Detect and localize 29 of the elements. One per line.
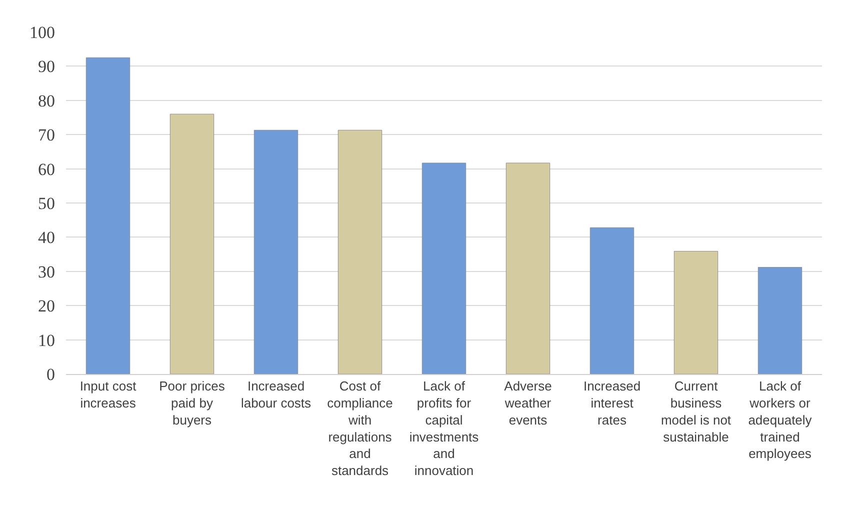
x-tick-label: Increased interest rates xyxy=(583,378,641,428)
x-tick-label: Lack of profits for capital investments and innovation xyxy=(409,378,480,478)
y-tick-label: 20 xyxy=(38,296,55,316)
y-tick-label: 50 xyxy=(38,194,55,213)
bar xyxy=(506,162,550,374)
y-tick-label: 30 xyxy=(38,262,55,282)
x-tick-label: Adverse weather events xyxy=(504,378,552,428)
x-tick-label: Current business model is not sustainable xyxy=(660,378,732,444)
bar xyxy=(254,130,298,374)
x-tick-label: Lack of workers or adequately trained employees xyxy=(748,378,812,462)
y-tick-label: 0 xyxy=(46,364,55,384)
bar xyxy=(86,57,130,374)
y-tick-label: 40 xyxy=(38,228,55,248)
bar xyxy=(338,130,382,374)
y-tick-label: 70 xyxy=(38,126,55,145)
x-tick-label: Poor prices paid by buyers xyxy=(159,378,226,428)
bar xyxy=(422,162,466,374)
x-tick-label: Increased labour costs xyxy=(240,378,312,410)
bar xyxy=(758,267,802,374)
bar xyxy=(674,250,718,374)
bar xyxy=(170,114,214,374)
bar xyxy=(590,227,634,374)
y-tick-label: 80 xyxy=(38,91,55,110)
y-tick-label: 10 xyxy=(38,330,55,350)
y-tick-label: 90 xyxy=(38,57,55,76)
y-tick-label: 60 xyxy=(38,160,55,179)
y-tick-label: 100 xyxy=(30,22,55,42)
x-tick-label: Input cost increases xyxy=(80,378,137,410)
x-tick-label: Cost of compliance with regulations and standards xyxy=(327,378,393,478)
